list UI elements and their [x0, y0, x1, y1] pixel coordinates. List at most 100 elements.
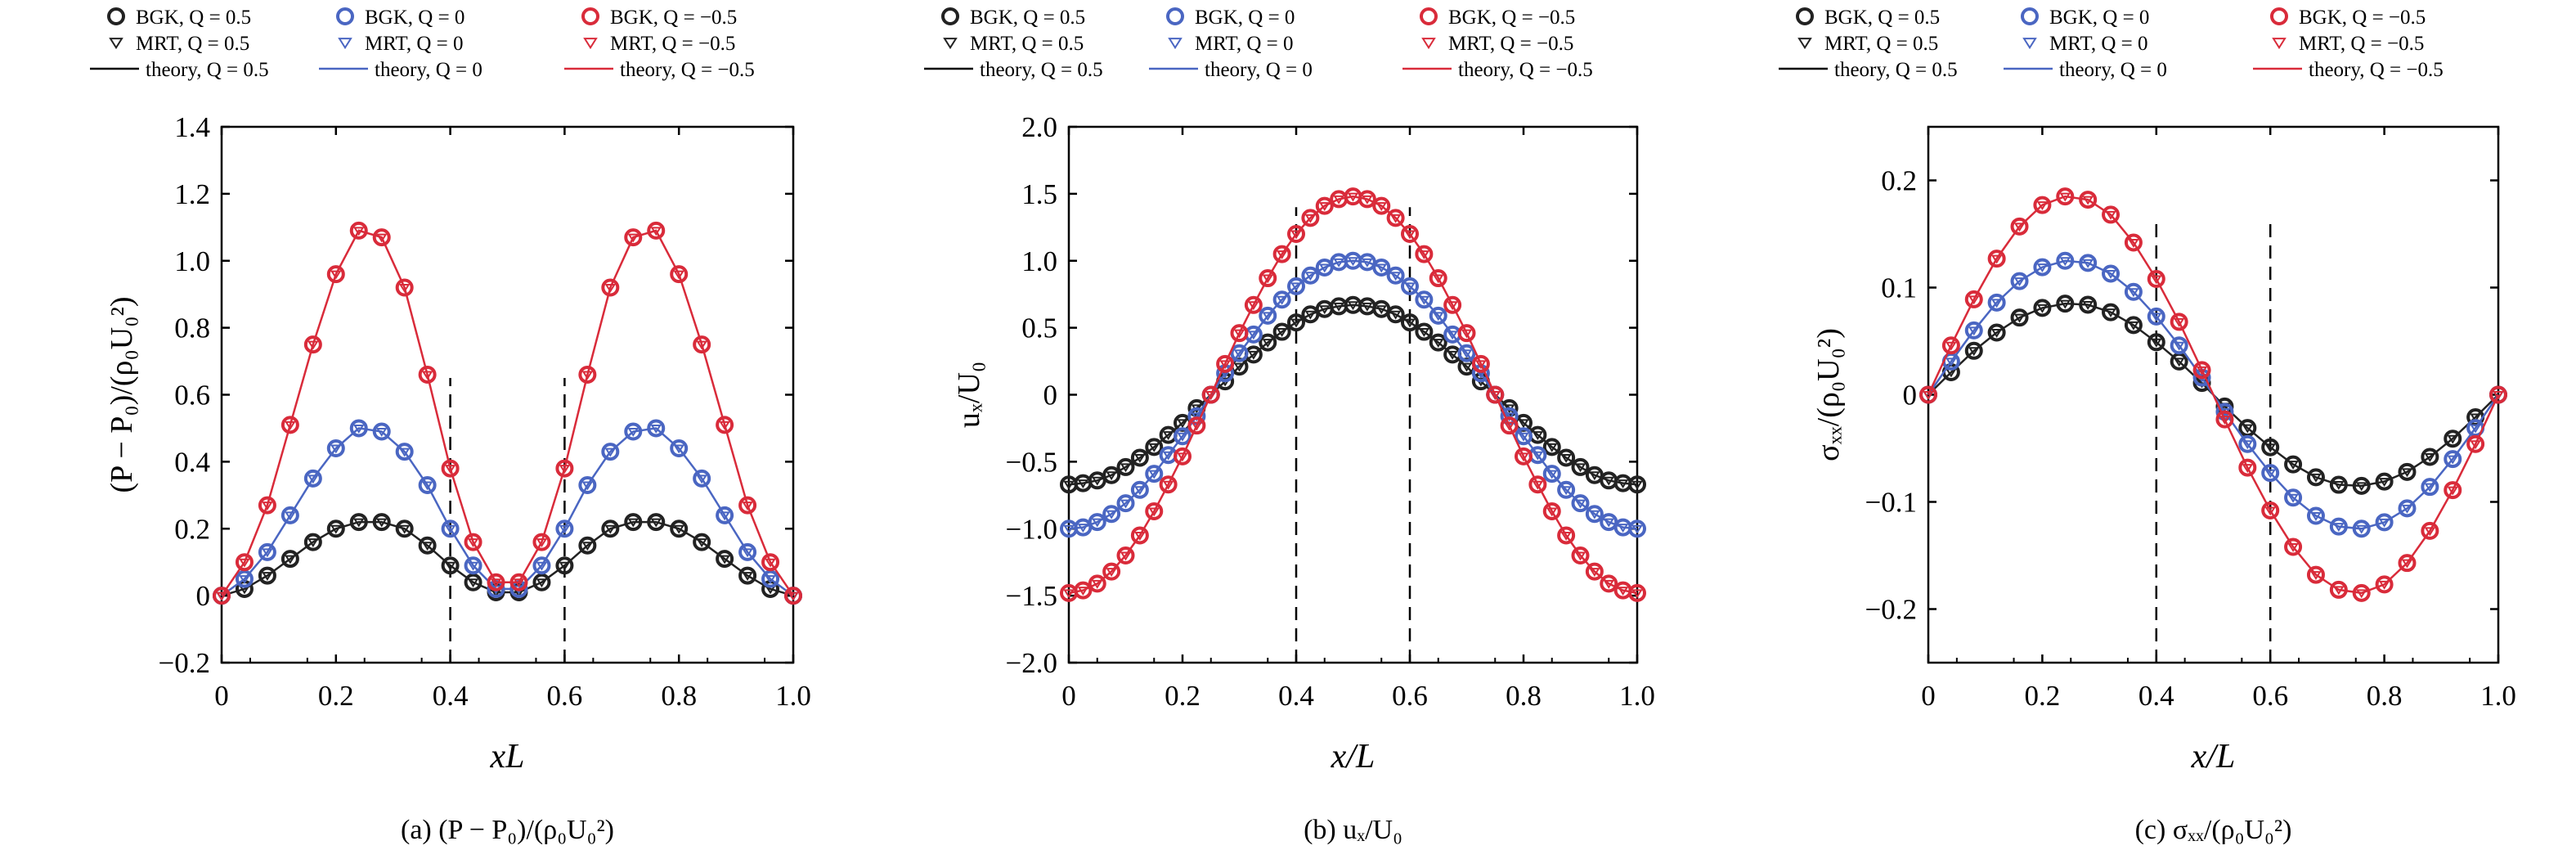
bgk-point [601, 278, 620, 297]
bgk-point [2124, 316, 2143, 335]
mrt-point [1418, 328, 1430, 337]
bgk-point [1102, 465, 1121, 484]
mrt-point [581, 371, 594, 380]
mrt-point [1990, 329, 2003, 338]
mrt-point [1262, 312, 1274, 322]
bgk-point [647, 419, 666, 438]
mrt-point [216, 591, 227, 601]
bgk-point [601, 443, 620, 461]
mrt-point [2128, 238, 2139, 248]
mrt-point [2287, 461, 2299, 470]
mrt-point [1518, 452, 1529, 462]
mrt-point [1968, 347, 1980, 357]
legend: BGK, Q = 0.5 BGK, Q = 0 BGK, Q = −0.5 MRT, … [90, 7, 755, 81]
legend-item: theory, Q = −0.5 [564, 59, 755, 81]
mrt-point [467, 538, 479, 548]
bgk-point [1571, 494, 1590, 513]
legend-marker-bgk [336, 7, 354, 25]
mrt-point [765, 558, 776, 568]
y-tick-label: 1.0 [174, 245, 210, 277]
mrt-point [673, 444, 685, 454]
bgk-point [280, 550, 299, 569]
mrt-point [696, 474, 707, 484]
mrt-point [1063, 589, 1075, 599]
legend-marker-mrt [1421, 38, 1436, 50]
bgk-point [2466, 434, 2485, 453]
mrt-point [650, 227, 662, 236]
x-tick-label: 0.8 [1506, 680, 1542, 712]
bgk-point [1628, 475, 1646, 494]
mrt-point [1546, 507, 1558, 517]
mrt-point [581, 542, 594, 551]
legend-marker-mrt [2022, 38, 2037, 50]
legend-label: theory, Q = 0 [1205, 59, 1313, 81]
x-tick-label: 0.8 [2367, 680, 2403, 712]
legend-item: theory, Q = 0.5 [924, 59, 1103, 81]
mrt-point [627, 518, 640, 528]
mrt-point [1362, 195, 1373, 205]
mrt-point [307, 340, 319, 350]
mrt-point [2082, 196, 2094, 205]
bgk-point [1964, 341, 1983, 360]
mrt-point [1077, 587, 1089, 596]
mrt-point [1589, 510, 1600, 519]
mrt-point [1304, 272, 1317, 281]
legend-label: BGK, Q = 0.5 [136, 7, 251, 29]
bgk-point [2421, 478, 2439, 497]
mrt-point [1162, 451, 1174, 461]
mrt-point [1603, 579, 1615, 589]
legend-item: BGK, Q = 0.5 [107, 7, 251, 29]
bgk-point [1515, 447, 1533, 465]
bgk-point [1130, 448, 1149, 467]
bgk-point [784, 587, 802, 605]
bgk-point [2010, 272, 2029, 290]
legend-label: MRT, Q = 0 [2049, 33, 2147, 55]
mrt-point [2128, 321, 2139, 331]
bgk-point [1919, 385, 1937, 404]
mrt-point [1177, 432, 1188, 442]
panel-caption: (b) uₓ/U₀ [1304, 815, 1402, 845]
bgk-point [1088, 513, 1106, 532]
mrt-point [421, 542, 433, 551]
bgk-point [1272, 290, 1291, 309]
bgk-point [1557, 448, 1576, 467]
mrt-point [1376, 305, 1388, 315]
legend-item: BGK, Q = −0.5 [581, 7, 737, 29]
mrt-point [2242, 440, 2254, 450]
bgk-point [1287, 277, 1305, 295]
bgk-point [395, 519, 414, 538]
bgk-point [2147, 307, 2165, 326]
mrt-point [742, 501, 753, 510]
x-tick-label: 0.8 [661, 680, 697, 712]
x-axis-label: x/L [1331, 738, 1376, 776]
bgk-point [2375, 513, 2394, 532]
legend-marker-mrt [1797, 38, 1812, 50]
mrt-point [1968, 295, 1980, 305]
y-tick-label: 0.2 [174, 513, 210, 545]
legend-label: theory, Q = −0.5 [620, 59, 755, 81]
bgk-point [761, 553, 780, 572]
mrt-point [2150, 313, 2162, 322]
bgk-point [2352, 583, 2371, 602]
bgk-point [280, 506, 299, 524]
legend-item: MRT, Q = 0.5 [943, 33, 1084, 55]
bgk-point [2352, 476, 2371, 495]
bgk-point [2033, 196, 2052, 214]
bgk-point [670, 519, 689, 538]
bgk-point [2261, 501, 2280, 519]
mrt-point [421, 481, 433, 491]
bgk-point [2284, 455, 2303, 474]
mrt-point [2355, 482, 2367, 492]
bgk-point [326, 265, 345, 284]
legend-label: MRT, Q = −0.5 [610, 33, 735, 55]
y-tick-label: 1.2 [174, 178, 210, 210]
legend-marker-bgk [1420, 7, 1438, 25]
mrt-point [1233, 329, 1245, 339]
x-tick-label: 0.4 [1278, 680, 1314, 712]
mrt-point [1262, 339, 1274, 349]
mrt-point [444, 524, 456, 534]
mrt-point [2082, 300, 2094, 310]
legend: BGK, Q = 0.5 BGK, Q = 0 BGK, Q = −0.5 MRT, … [924, 7, 1593, 81]
theory-line [1068, 195, 1638, 595]
legend-label: BGK, Q = −0.5 [610, 7, 737, 29]
